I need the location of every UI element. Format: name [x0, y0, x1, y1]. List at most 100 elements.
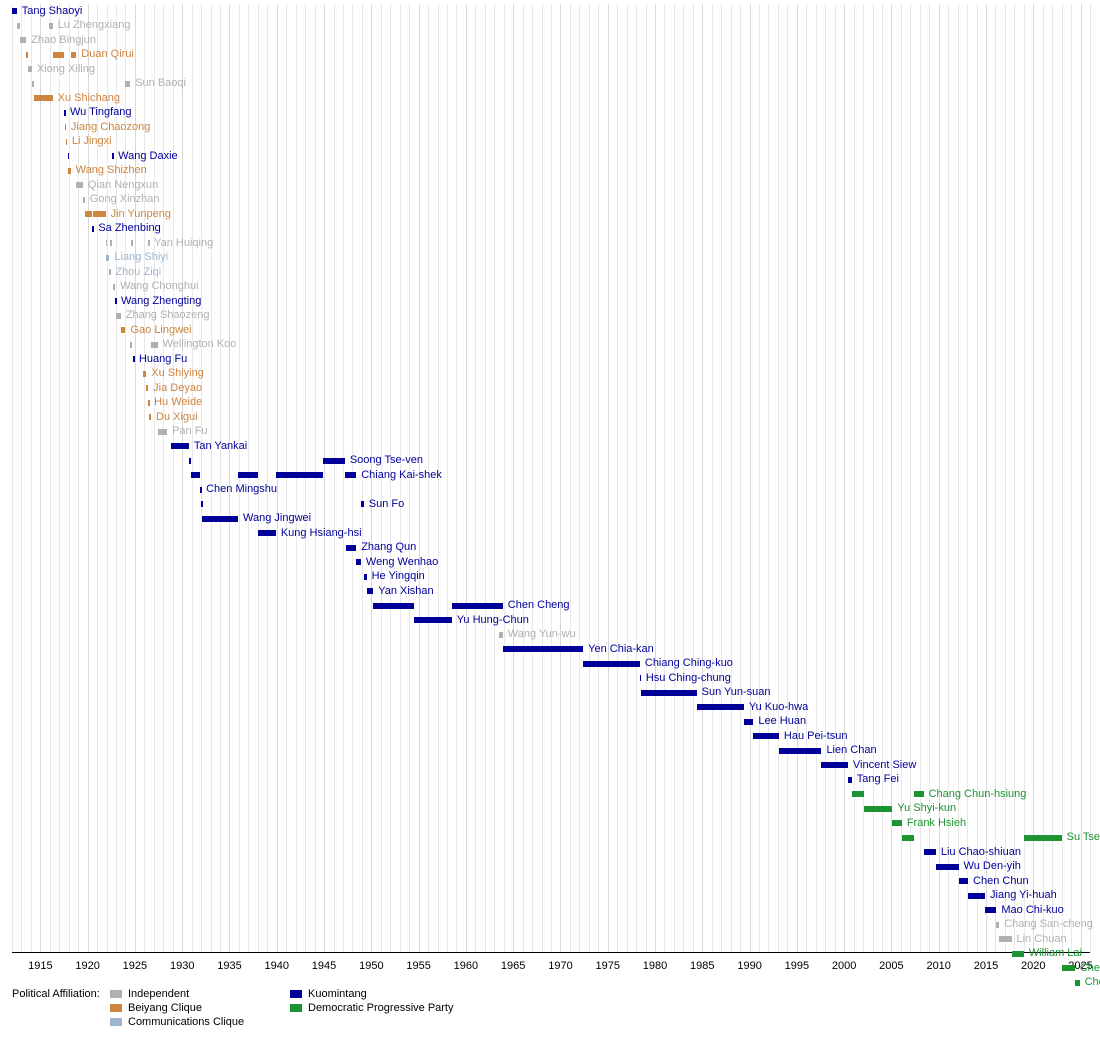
- gridline: [967, 4, 968, 952]
- official-label: Zhang Shaozeng: [126, 309, 210, 321]
- legend-swatch: [110, 1004, 122, 1012]
- official-label: Lin Chuan: [1017, 933, 1067, 945]
- x-tick-label: 1970: [548, 960, 572, 972]
- term-bar: [26, 52, 28, 58]
- official-label: Yen Chia-kan: [588, 643, 654, 655]
- x-tick-label: 1965: [501, 960, 525, 972]
- official-label: Su Tseng-chang: [1067, 831, 1100, 843]
- term-bar: [148, 240, 150, 246]
- gridline: [456, 4, 457, 952]
- x-tick-label: 1990: [737, 960, 761, 972]
- legend-column: IndependentBeiyang CliqueCommunications …: [110, 988, 244, 1030]
- gridline: [958, 4, 959, 952]
- term-bar: [151, 342, 158, 348]
- official-label: Chang San-cheng: [1004, 918, 1093, 930]
- x-tick-label: 1935: [217, 960, 241, 972]
- gridline: [759, 4, 760, 952]
- official-label: Wang Zhengting: [121, 295, 201, 307]
- gridline: [447, 4, 448, 952]
- gridline: [1024, 4, 1025, 952]
- legend-item: Communications Clique: [110, 1016, 244, 1028]
- official-label: Weng Wenhao: [366, 556, 438, 568]
- gridline: [532, 4, 533, 952]
- official-label: Jiang Chaozong: [71, 121, 151, 133]
- gridline: [163, 4, 164, 952]
- legend-item: Democratic Progressive Party: [290, 1002, 454, 1014]
- gridline: [1062, 4, 1063, 952]
- gridline: [258, 4, 259, 952]
- gridline: [646, 4, 647, 952]
- official-label: Yan Xishan: [378, 585, 433, 597]
- gridline: [854, 4, 855, 952]
- official-label: Chen Mingshu: [206, 483, 277, 495]
- term-bar: [158, 429, 167, 435]
- term-bar: [130, 342, 132, 348]
- gridline: [977, 4, 978, 952]
- official-label: Jiang Yi-huah: [990, 889, 1057, 901]
- term-bar: [356, 559, 361, 565]
- x-tick-label: 1920: [75, 960, 99, 972]
- term-bar: [71, 52, 77, 58]
- legend-label: Democratic Progressive Party: [308, 1002, 454, 1014]
- gridline: [334, 4, 335, 952]
- official-label: Wu Tingfang: [70, 106, 132, 118]
- gridline: [740, 4, 741, 952]
- term-bar: [583, 661, 640, 667]
- gridline: [343, 4, 344, 952]
- term-bar: [68, 168, 71, 174]
- official-label: Zhang Qun: [361, 541, 416, 553]
- official-label: Wu Den-yih: [964, 860, 1021, 872]
- gridline: [835, 4, 836, 952]
- official-label: Lee Huan: [758, 715, 806, 727]
- gridline: [617, 4, 618, 952]
- term-bar: [191, 472, 200, 478]
- term-bar: [149, 414, 151, 420]
- legend-swatch: [290, 990, 302, 998]
- gridline: [182, 4, 183, 952]
- gridline: [173, 4, 174, 952]
- term-bar: [892, 820, 901, 826]
- x-tick-label: 1950: [359, 960, 383, 972]
- term-bar: [116, 313, 121, 319]
- official-label: Duan Qirui: [81, 48, 134, 60]
- term-bar: [361, 501, 364, 507]
- official-label: Lu Zhengxiang: [58, 19, 131, 31]
- official-label: Chiang Kai-shek: [361, 469, 442, 481]
- gridline: [12, 4, 13, 952]
- term-bar: [499, 632, 503, 638]
- official-label: Hsu Ching-chung: [646, 672, 731, 684]
- gridline: [674, 4, 675, 952]
- term-bar: [924, 849, 936, 855]
- gridline: [731, 4, 732, 952]
- term-bar: [109, 269, 111, 275]
- term-bar: [452, 603, 503, 609]
- term-bar: [753, 733, 779, 739]
- official-label: Soong Tse-ven: [350, 454, 423, 466]
- official-label: Hau Pei-tsun: [784, 730, 848, 742]
- gridline: [144, 4, 145, 952]
- official-label: Wellington Koo: [163, 338, 237, 350]
- gridline: [523, 4, 524, 952]
- term-bar: [640, 675, 642, 681]
- official-label: Wang Yun-wu: [508, 628, 576, 640]
- gridline: [589, 4, 590, 952]
- term-bar: [143, 371, 146, 377]
- official-label: Xu Shiying: [151, 367, 204, 379]
- gridline: [664, 4, 665, 952]
- official-label: He Yingqin: [372, 570, 425, 582]
- official-label: Chen Chun: [973, 875, 1029, 887]
- gridline: [125, 4, 126, 952]
- gridline: [598, 4, 599, 952]
- gridline: [608, 4, 609, 952]
- term-bar: [276, 472, 323, 478]
- legend-label: Communications Clique: [128, 1016, 244, 1028]
- term-bar: [852, 791, 864, 797]
- official-label: Chang Chun-hsiung: [929, 788, 1027, 800]
- official-label: Qian Nengxun: [88, 179, 158, 191]
- gridline: [1090, 4, 1091, 952]
- term-bar: [28, 66, 32, 72]
- gridline: [768, 4, 769, 952]
- official-label: Jia Deyao: [153, 382, 202, 394]
- x-tick-label: 2020: [1021, 960, 1045, 972]
- term-bar: [364, 574, 367, 580]
